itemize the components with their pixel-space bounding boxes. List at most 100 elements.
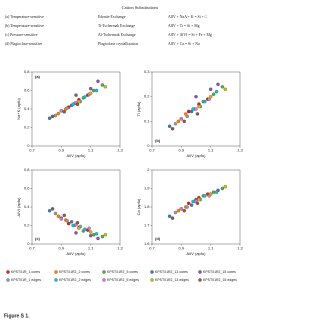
scatter-point — [94, 88, 99, 93]
scatter-point — [100, 234, 105, 239]
scatter-point — [75, 102, 80, 107]
legend-marker — [102, 278, 106, 282]
scatter-point — [208, 94, 213, 99]
plot-frame — [151, 71, 241, 147]
scatter-point — [66, 221, 71, 226]
scatter-point — [103, 85, 108, 89]
legend-label: KPST01R2_5 edges — [107, 278, 139, 282]
y-tick-label: 0 — [27, 241, 30, 246]
table-cell: (d) Plagioclase-sensitive — [5, 42, 43, 46]
legend-label: KPST01R2_5 cores — [107, 270, 138, 274]
scatter-point — [182, 208, 186, 213]
y-tick-label: 1.9 — [144, 186, 150, 191]
scatter-point — [71, 102, 75, 107]
figure: Cation Substitutions Figure S 1. (a) Tem… — [4, 5, 244, 319]
scatter-point — [167, 214, 172, 218]
scatter-point — [167, 124, 172, 128]
legend-marker — [102, 270, 106, 274]
scatter-point — [220, 85, 225, 89]
scatter-point — [179, 117, 184, 121]
legend-label: KPST01R2_13 edges — [155, 278, 189, 282]
table-cell: AlIV + Ti = Si + Mg — [168, 24, 200, 28]
legend-marker — [6, 270, 10, 274]
scatter-point — [62, 213, 66, 218]
legend-marker — [198, 278, 202, 282]
scatter-point — [186, 201, 191, 205]
y-tick-label: 0.8 — [24, 69, 30, 74]
scatter-point — [173, 122, 178, 126]
y-tick-label: 0.2 — [24, 223, 30, 228]
table-cell: Al-Tschermak Exchange — [98, 33, 136, 37]
panel-label: (d) — [155, 236, 161, 241]
legend-marker — [150, 270, 154, 274]
scatter-point — [208, 192, 213, 196]
scatter-point — [47, 116, 52, 120]
y-tick-label: 0 — [147, 143, 150, 148]
scatter-point — [214, 190, 219, 194]
x-tick-label: 1.3 — [237, 246, 243, 251]
scatter-point — [59, 217, 64, 221]
scatter-point — [59, 109, 64, 113]
scatter-point — [208, 87, 213, 91]
panel-label: (b) — [155, 138, 161, 143]
scatter-point — [185, 114, 189, 119]
scatter-point — [96, 79, 100, 83]
scatter-point — [173, 210, 178, 215]
scatter-point — [88, 230, 93, 234]
scatter-point — [176, 119, 181, 124]
scatter-point — [91, 88, 96, 93]
scatter-point — [56, 111, 61, 116]
scatter-point — [94, 232, 99, 236]
scatter-point — [223, 184, 228, 189]
scatter-point — [223, 87, 228, 91]
scatter-point — [185, 205, 189, 209]
scatter-point — [62, 110, 66, 114]
scatter-point — [53, 113, 58, 118]
y-tick-label: 0.8 — [24, 167, 30, 172]
scatter-point — [203, 194, 207, 198]
scatter-point — [53, 211, 58, 216]
legend-marker — [54, 270, 58, 274]
scatter-point — [56, 214, 61, 218]
legend-label: KPST01R_1 cores — [11, 270, 40, 274]
scatter-point — [83, 95, 87, 99]
y-tick-label: 0 — [27, 143, 30, 148]
x-tick-label: 0.9 — [59, 148, 65, 153]
scatter-point — [194, 94, 198, 99]
y-tick-label: 0.2 — [24, 125, 30, 130]
y-tick-label: 0.6 — [24, 186, 30, 191]
scatter-point — [88, 86, 93, 91]
scatter-point — [189, 109, 194, 114]
x-tick-label: 1.1 — [88, 148, 94, 153]
scatter-point — [88, 233, 93, 238]
x-tick-label: 1.3 — [117, 246, 123, 251]
x-axis-label: AlIV (apfu) — [187, 153, 207, 158]
x-tick-label: 0.7 — [149, 246, 155, 251]
y-axis-label: Ca (apfu) — [136, 198, 141, 215]
scatter-point — [65, 106, 69, 110]
figure-caption: Figure S 1. — [4, 313, 30, 319]
scatter-point — [203, 99, 207, 104]
scatter-point — [197, 104, 201, 109]
x-tick-label: 1.1 — [88, 246, 94, 251]
table-cell: AlIV + NaA + K = Si + □ — [168, 15, 208, 19]
y-tick-label: 0.4 — [24, 204, 30, 209]
table-cell: Plagioclase crystallization — [98, 42, 138, 46]
legend-label: KPST01R2_2 cores — [59, 270, 90, 274]
legend-label: KPST01R2_15 cores — [203, 270, 236, 274]
scatter-point — [65, 219, 69, 223]
table-cell: Edenite Exchange — [98, 15, 126, 19]
scatter-point — [191, 107, 195, 111]
scatter-point — [184, 112, 188, 116]
y-tick-label: 0.4 — [24, 106, 30, 111]
y-axis-label: Ti (apfu) — [136, 101, 141, 116]
scatter-point — [176, 208, 181, 213]
scatter-point — [170, 127, 175, 131]
x-tick-label: 0.7 — [149, 148, 155, 153]
y-axis-label: Na+K (apfu) — [16, 97, 21, 119]
scatter-point — [214, 90, 219, 94]
scatter-point — [191, 199, 195, 204]
scatter-point — [195, 112, 200, 116]
scatter-point — [77, 99, 81, 104]
scatter-point — [103, 233, 108, 237]
